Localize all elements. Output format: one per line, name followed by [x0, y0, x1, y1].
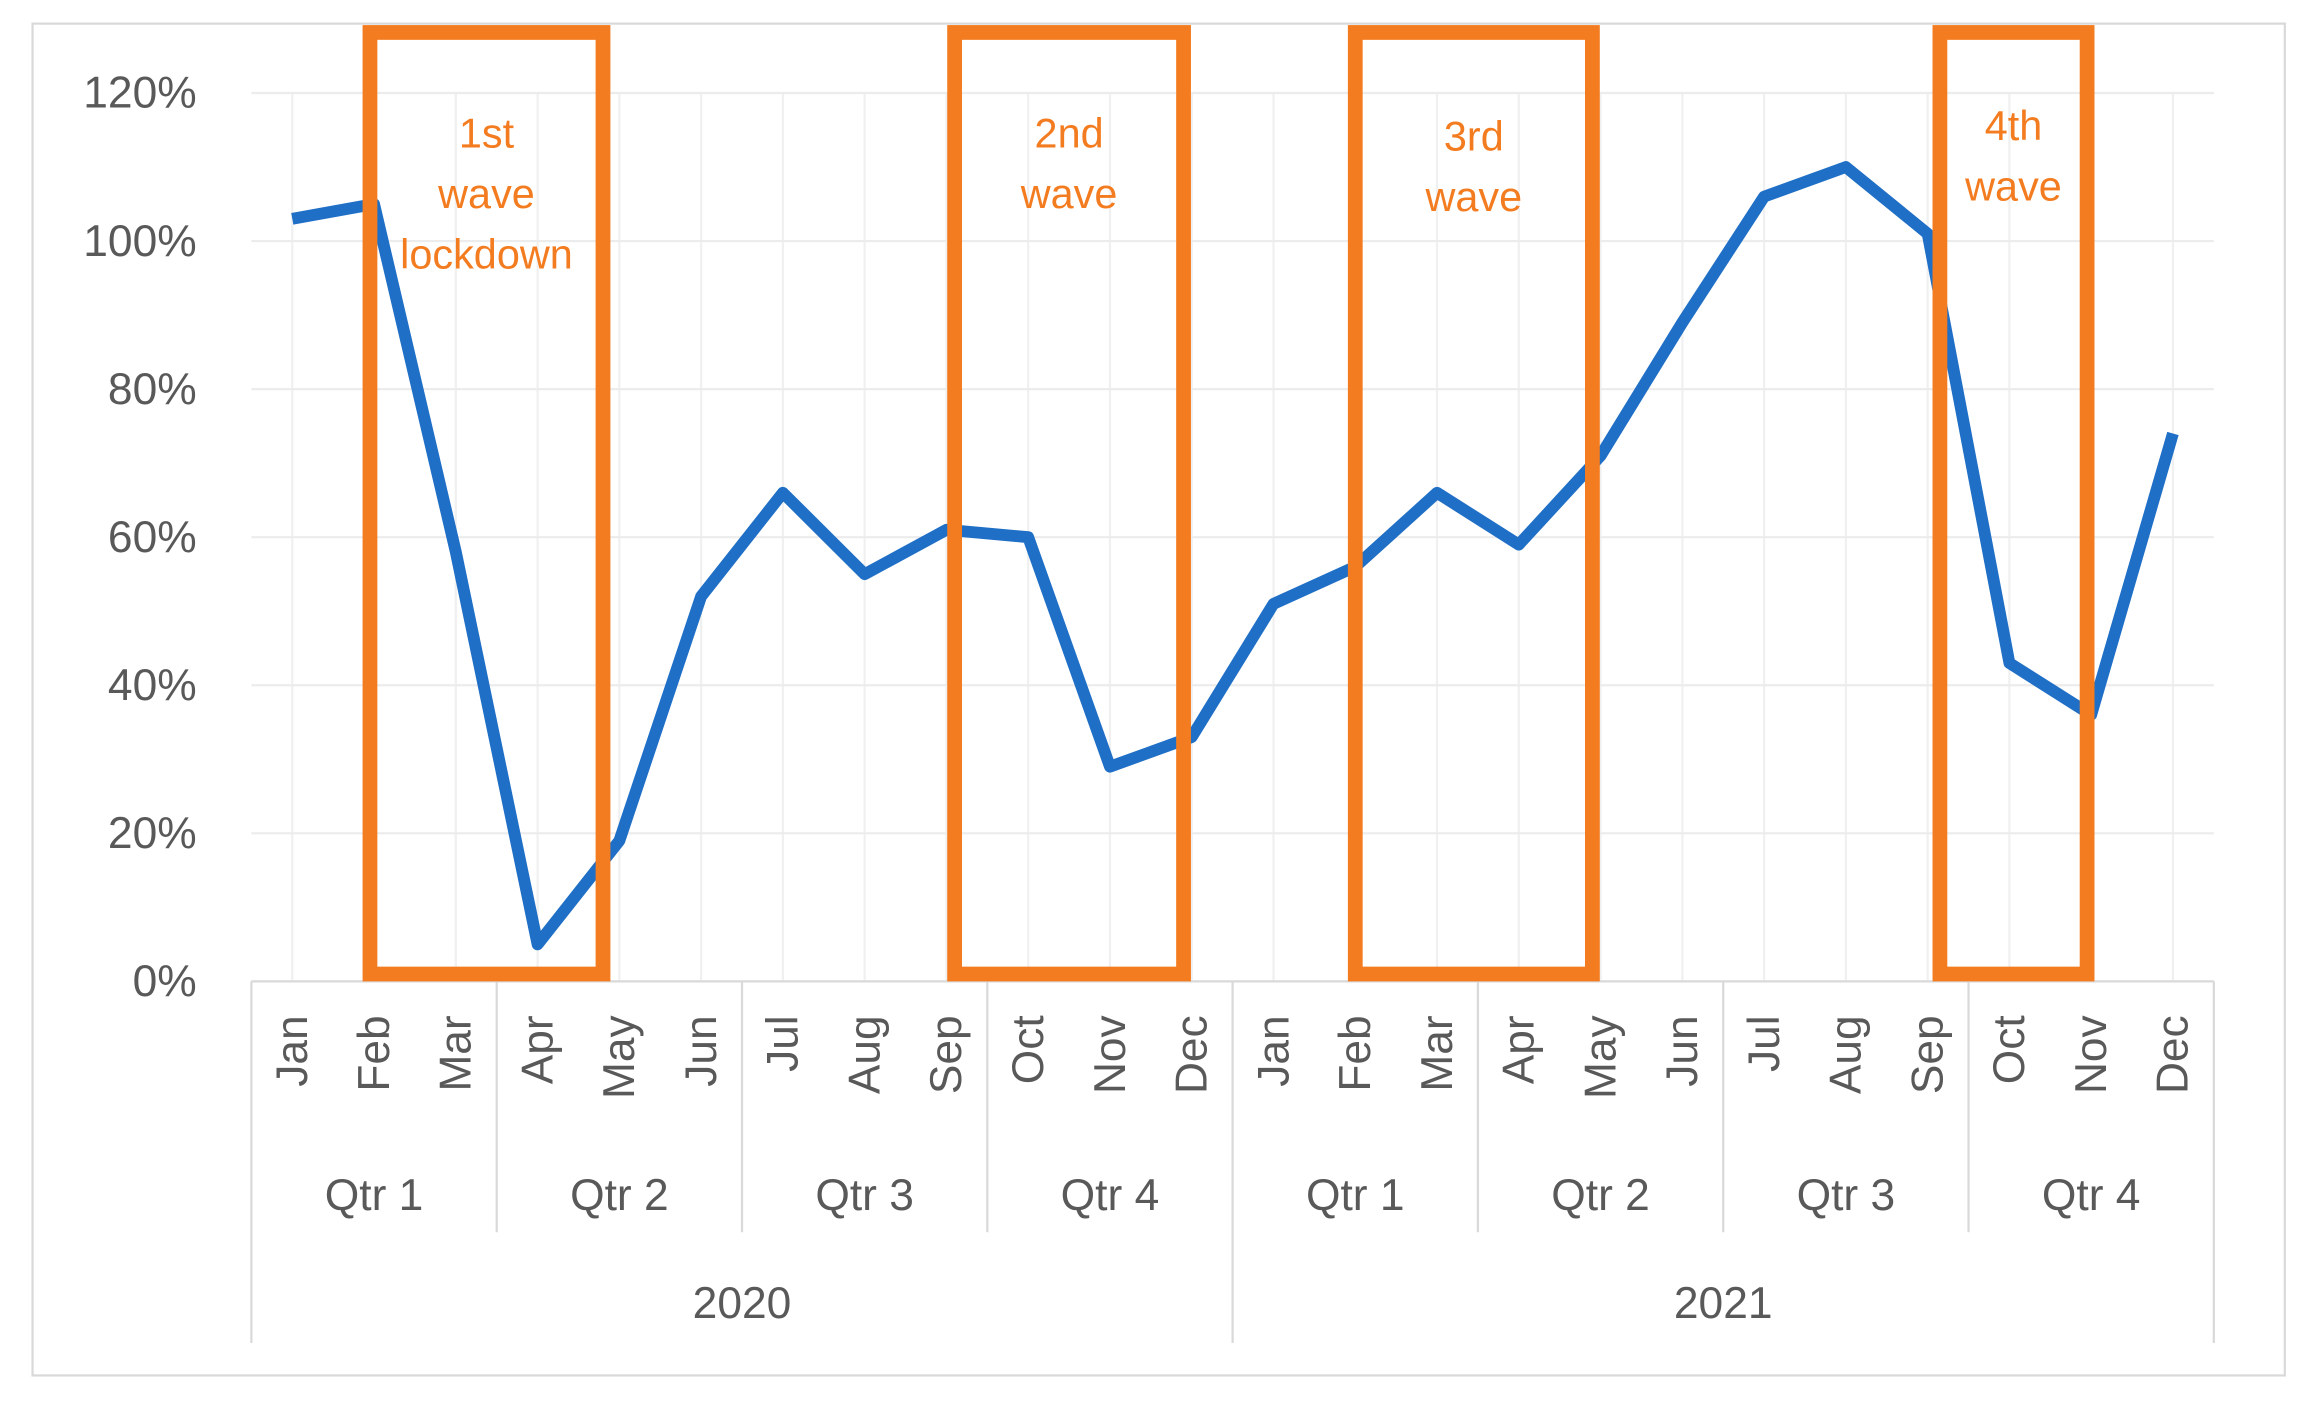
annotation-text: lockdown — [400, 232, 573, 278]
x-tick-label: Oct — [1985, 1015, 2034, 1084]
quarter-label: Qtr 2 — [570, 1171, 669, 1220]
annotation-box — [1347, 25, 1600, 982]
x-tick-label: Jul — [1740, 1015, 1789, 1072]
y-tick-label: 120% — [83, 69, 196, 118]
chart-border — [31, 22, 2286, 1377]
quarter-label: Qtr 1 — [1306, 1171, 1405, 1220]
quarter-label: Qtr 4 — [2042, 1171, 2141, 1220]
annotation-text: wave — [1425, 174, 1523, 220]
x-tick-label: Jun — [677, 1015, 726, 1086]
x-tick-label: Nov — [1086, 1015, 1135, 1094]
annotation-text: 2nd — [1035, 111, 1104, 157]
annotation-text: 3rd — [1444, 114, 1504, 160]
annotation-box — [947, 25, 1191, 982]
annotation-text: wave — [1020, 171, 1118, 217]
x-tick-label: Jun — [1658, 1015, 1707, 1086]
x-tick-label: Nov — [2067, 1015, 2116, 1094]
y-tick-label: 0% — [133, 957, 197, 1006]
series-line — [291, 161, 2179, 951]
y-tick-label: 20% — [108, 809, 197, 858]
x-tick-label: Sep — [1903, 1015, 1952, 1094]
y-tick-label: 60% — [108, 513, 197, 562]
quarter-label: Qtr 3 — [1797, 1171, 1896, 1220]
annotation-box — [1932, 25, 2095, 982]
year-label: 2021 — [1674, 1279, 1773, 1328]
annotation-text: 1st — [459, 111, 515, 157]
annotation-text: wave — [437, 171, 535, 217]
x-tick-label: Apr — [513, 1015, 562, 1084]
quarter-label: Qtr 1 — [325, 1171, 424, 1220]
x-tick-label: Jan — [1249, 1015, 1298, 1086]
x-tick-label: Sep — [922, 1015, 971, 1094]
y-tick-label: 100% — [83, 217, 196, 266]
quarter-label: Qtr 3 — [815, 1171, 914, 1220]
x-tick-label: Oct — [1004, 1015, 1053, 1084]
year-label: 2020 — [693, 1279, 792, 1328]
x-tick-label: Dec — [1167, 1015, 1216, 1094]
annotation-box — [362, 25, 611, 982]
y-tick-label: 40% — [108, 661, 197, 710]
x-tick-label: Mar — [432, 1015, 481, 1091]
x-tick-label: Mar — [1413, 1015, 1462, 1091]
quarter-label: Qtr 2 — [1551, 1171, 1650, 1220]
x-tick-label: Apr — [1495, 1015, 1544, 1084]
x-tick-label: Jul — [759, 1015, 808, 1072]
x-tick-label: Aug — [840, 1015, 889, 1094]
quarter-label: Qtr 4 — [1061, 1171, 1160, 1220]
x-tick-label: May — [595, 1014, 644, 1098]
annotation-text: 4th — [1985, 103, 2043, 149]
x-tick-label: May — [1576, 1014, 1625, 1098]
x-tick-label: Jan — [268, 1015, 317, 1086]
x-tick-label: Feb — [1331, 1015, 1380, 1091]
x-tick-label: Aug — [1822, 1015, 1871, 1094]
y-tick-label: 80% — [108, 365, 197, 414]
x-tick-label: Feb — [350, 1015, 399, 1091]
annotation-text: wave — [1964, 164, 2062, 210]
x-tick-label: Dec — [2149, 1015, 2198, 1094]
